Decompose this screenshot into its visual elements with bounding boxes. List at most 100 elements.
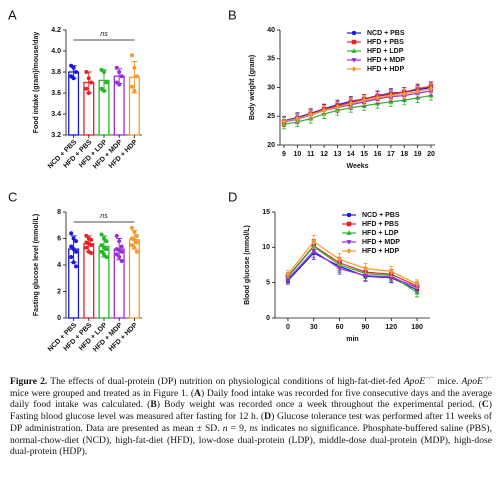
- y-tick-label: 6: [57, 235, 61, 242]
- data-point: [132, 229, 137, 234]
- x-tick-label: 180: [411, 324, 423, 331]
- data-point: [104, 247, 109, 252]
- x-tick-label: 20: [427, 151, 435, 158]
- data-point: [74, 70, 79, 74]
- data-point: [84, 70, 89, 74]
- data-point: [84, 86, 89, 91]
- data-point: [311, 238, 317, 245]
- panel-label: C: [8, 189, 17, 204]
- data-point: [117, 255, 122, 260]
- data-point: [285, 271, 291, 278]
- y-tick-label: 5: [266, 280, 270, 287]
- caption-text: D: [264, 411, 272, 423]
- data-point: [134, 233, 139, 238]
- data-point: [69, 244, 74, 249]
- data-point: [74, 239, 79, 244]
- data-point: [74, 264, 79, 269]
- legend-label: HFD + MDP: [367, 57, 405, 64]
- caption-text: ) Fasting blood glucose level was measur…: [10, 399, 492, 423]
- x-axis-label: min: [346, 336, 358, 343]
- panel-label: B: [228, 7, 237, 22]
- data-point: [415, 88, 420, 95]
- x-tick-label: 120: [385, 324, 397, 331]
- data-point: [89, 243, 94, 248]
- data-point: [362, 273, 369, 279]
- x-tick-label: 13: [334, 151, 342, 158]
- data-point: [321, 107, 327, 114]
- legend-marker: [351, 39, 357, 45]
- data-point: [428, 85, 434, 92]
- data-point: [119, 74, 124, 79]
- data-point: [117, 239, 122, 244]
- y-tick-label: 15: [262, 209, 270, 216]
- x-tick-label: 16: [374, 151, 382, 158]
- data-point: [132, 88, 137, 93]
- x-tick-label: 12: [320, 151, 328, 158]
- data-point: [71, 76, 76, 81]
- x-tick-label: 10: [293, 151, 301, 158]
- x-tick-label: 0: [286, 324, 290, 331]
- legend-label: NCD + PBS: [362, 212, 400, 219]
- data-point: [414, 281, 420, 288]
- y-tick-label: 4: [57, 262, 61, 269]
- legend-label: HFD + MDP: [362, 239, 400, 246]
- caption-text: ) Body weight was recorded once a week t…: [156, 399, 482, 411]
- legend-marker: [351, 48, 357, 53]
- data-point: [134, 249, 139, 254]
- caption-text: ApoE: [461, 376, 483, 387]
- data-point: [335, 104, 340, 111]
- x-tick-label: 90: [362, 324, 370, 331]
- x-tick-label: 17: [387, 151, 395, 158]
- data-point: [89, 251, 94, 256]
- legend-label: HFD + PBS: [367, 39, 404, 46]
- data-point: [129, 243, 134, 248]
- y-tick-label: 0: [57, 315, 61, 322]
- y-tick-label: 8: [57, 209, 61, 216]
- data-point: [102, 70, 106, 74]
- x-tick-label: 19: [414, 151, 422, 158]
- caption-text: ns: [249, 422, 258, 434]
- data-point: [129, 225, 134, 230]
- panel-label: D: [228, 189, 237, 204]
- annotation: ns: [100, 31, 108, 38]
- series-line: [287, 240, 418, 285]
- data-point: [295, 115, 300, 122]
- data-point: [99, 232, 104, 237]
- data-point: [114, 233, 119, 238]
- x-tick-label: 11: [307, 151, 315, 158]
- y-tick-label: 3.8: [51, 69, 61, 76]
- data-point: [117, 70, 122, 74]
- data-point: [119, 244, 124, 249]
- annotation: ns: [100, 213, 108, 220]
- legend-marker: [346, 240, 352, 245]
- data-point: [69, 231, 74, 236]
- series-line: [283, 88, 432, 123]
- legend-label: NCD + PBS: [367, 30, 405, 37]
- caption-text: −/−: [425, 374, 435, 382]
- series-line: [283, 94, 432, 125]
- data-point: [104, 80, 109, 85]
- data-point: [71, 65, 76, 70]
- y-tick-label: 4.2: [51, 27, 61, 34]
- data-point: [119, 249, 124, 254]
- y-tick-label: 25: [267, 113, 275, 120]
- data-point: [129, 84, 134, 89]
- data-point: [104, 239, 109, 244]
- caption-text: −/−: [482, 374, 492, 382]
- data-point: [117, 82, 122, 87]
- data-point: [102, 88, 106, 93]
- y-tick-label: 3.2: [51, 132, 61, 139]
- legend-label: HFD + LDP: [362, 230, 399, 237]
- data-point: [89, 80, 94, 85]
- data-point: [337, 256, 342, 263]
- data-point: [114, 65, 119, 70]
- caption-text: mice were grouped and treated as in Figu…: [10, 387, 195, 399]
- data-point: [281, 118, 287, 125]
- data-point: [132, 245, 137, 250]
- data-point: [102, 252, 106, 257]
- data-point: [104, 255, 109, 260]
- data-point: [134, 74, 139, 79]
- caption-label: Figure 2.: [10, 376, 48, 387]
- data-point: [86, 76, 91, 81]
- y-tick-label: 30: [267, 84, 275, 91]
